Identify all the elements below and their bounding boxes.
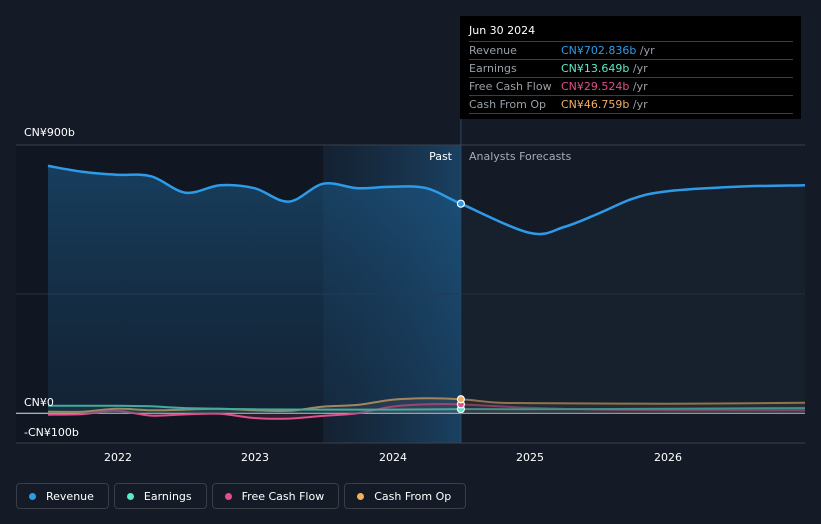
tooltip-row-value: CN¥46.759b	[561, 98, 630, 111]
tooltip-row-unit: /yr	[629, 80, 648, 93]
legend-dot-icon	[357, 492, 365, 500]
tooltip-date: Jun 30 2024	[469, 24, 793, 42]
tooltip-row-label: Cash From Op	[469, 98, 547, 111]
tooltip-row-unit: /yr	[629, 98, 648, 111]
tooltip-row-unit: /yr	[636, 44, 655, 57]
series-area-revenue	[48, 165, 461, 414]
legend-dot-icon	[224, 492, 232, 500]
tooltip-row-label: Free Cash Flow	[469, 80, 552, 93]
legend-item-earnings[interactable]: Earnings	[113, 483, 207, 509]
series-area-forecast-revenue	[460, 185, 805, 414]
x-tick-label: 2023	[241, 451, 269, 464]
x-tick-label: 2025	[516, 451, 544, 464]
tooltip-row-value: CN¥702.836b	[561, 44, 637, 57]
legend: Revenue Earnings Free Cash Flow Cash Fro…	[16, 483, 467, 509]
series-line-revenue	[47, 164, 806, 236]
legend-label: Free Cash Flow	[241, 489, 325, 503]
tooltip-row-free-cash-flow: Free Cash Flow CN¥29.524b /yr	[469, 78, 793, 96]
region-label-past: Past	[429, 150, 452, 163]
legend-dot-icon	[126, 492, 134, 500]
x-tick-label: 2026	[654, 451, 682, 464]
tooltip-row-value: CN¥13.649b	[561, 62, 630, 75]
tooltip-row-label: Revenue	[469, 44, 517, 57]
marker-point-cash-from-op	[456, 395, 466, 404]
x-tick-label: 2022	[104, 451, 132, 464]
legend-item-revenue[interactable]: Revenue	[16, 483, 109, 509]
y-label-zero: CN¥0	[24, 396, 54, 409]
tooltip-row-cash-from-op: Cash From Op CN¥46.759b /yr	[469, 96, 793, 114]
legend-label: Earnings	[143, 489, 192, 503]
x-tick-label: 2024	[379, 451, 407, 464]
marker-point-revenue	[456, 199, 466, 208]
region-label-forecast: Analysts Forecasts	[469, 150, 572, 163]
tooltip-row-unit: /yr	[629, 62, 648, 75]
tooltip-row-revenue: Revenue CN¥702.836b /yr	[469, 42, 793, 60]
y-label-bottom: -CN¥100b	[24, 426, 79, 439]
legend-label: Revenue	[46, 489, 94, 503]
tooltip: Jun 30 2024 Revenue CN¥702.836b /yr Earn…	[460, 16, 801, 119]
tooltip-row-earnings: Earnings CN¥13.649b /yr	[469, 60, 793, 78]
y-label-top: CN¥900b	[24, 126, 75, 139]
legend-dot-icon	[29, 492, 36, 500]
legend-label: Cash From Op	[374, 489, 452, 503]
legend-item-free-cash-flow[interactable]: Free Cash Flow	[211, 483, 340, 509]
legend-item-cash-from-op[interactable]: Cash From Op	[344, 483, 467, 509]
tooltip-row-label: Earnings	[469, 62, 517, 75]
tooltip-row-value: CN¥29.524b	[561, 80, 630, 93]
